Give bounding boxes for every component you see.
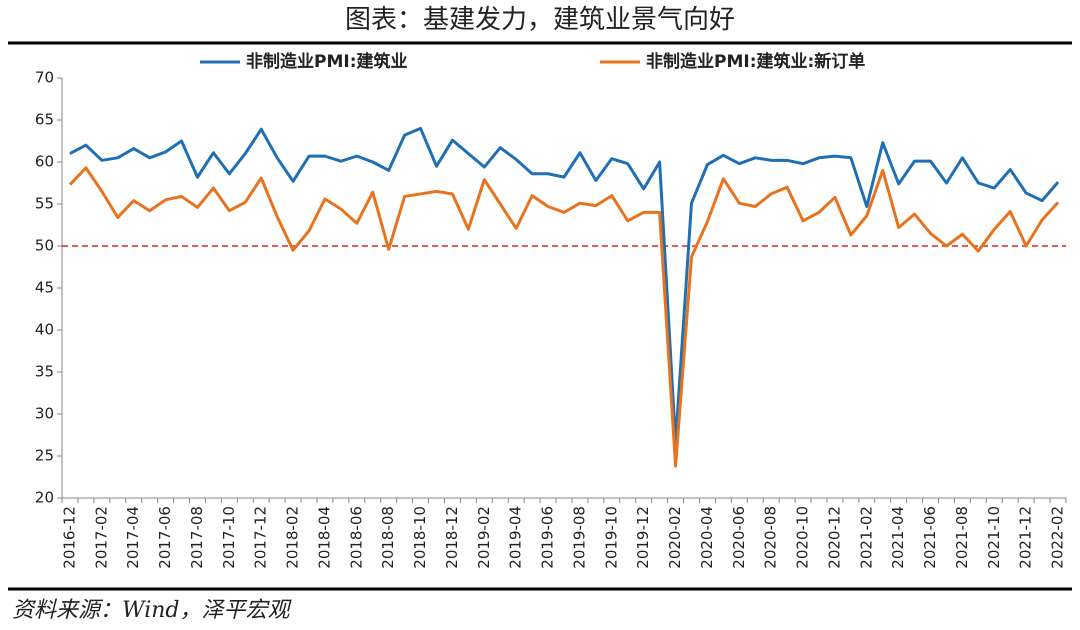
x-tick-label: 2021-04	[889, 506, 907, 569]
x-tick-label: 2019-06	[539, 506, 557, 569]
x-tick-label: 2018-02	[284, 506, 302, 569]
x-tick-label: 2017-06	[156, 506, 174, 569]
y-tick-label: 45	[35, 279, 54, 297]
x-tick-label: 2021-02	[857, 506, 875, 569]
x-tick-label: 2020-08	[762, 506, 780, 569]
x-tick-label: 2018-06	[347, 506, 365, 569]
y-tick-label: 50	[35, 237, 54, 255]
x-tick-label: 2018-08	[379, 506, 397, 569]
x-tick-label: 2021-12	[1017, 506, 1035, 569]
y-tick-label: 60	[35, 153, 54, 171]
x-tick-label: 2021-08	[953, 506, 971, 569]
chart-title: 图表：基建发力，建筑业景气向好	[345, 5, 735, 35]
x-tick-label: 2016-12	[60, 506, 78, 569]
x-tick-label: 2017-10	[220, 506, 238, 569]
x-tick-label: 2017-02	[92, 506, 110, 569]
x-tick-label: 2020-02	[666, 506, 684, 569]
y-tick-label: 40	[35, 321, 54, 339]
x-tick-label: 2019-12	[634, 506, 652, 569]
y-tick-label: 55	[35, 195, 54, 213]
y-tick-label: 65	[35, 111, 54, 129]
y-tick-label: 20	[35, 489, 54, 507]
x-tick-label: 2020-12	[825, 506, 843, 569]
legend-label: 非制造业PMI:建筑业	[246, 51, 408, 72]
x-tick-label: 2017-04	[124, 506, 142, 569]
y-tick-label: 30	[35, 405, 54, 423]
x-tick-label: 2022-02	[1049, 506, 1067, 569]
x-tick-label: 2018-12	[443, 506, 461, 569]
x-tick-label: 2020-04	[698, 506, 716, 569]
x-tick-label: 2021-06	[921, 506, 939, 569]
x-tick-label: 2018-10	[411, 506, 429, 569]
source: 资料来源：Wind，泽平宏观	[12, 598, 293, 623]
y-tick-label: 25	[35, 447, 54, 465]
x-tick-label: 2019-04	[507, 506, 525, 569]
series-line	[68, 166, 1060, 468]
x-tick-label: 2017-08	[188, 506, 206, 569]
x-tick-label: 2019-02	[475, 506, 493, 569]
y-tick-label: 35	[35, 363, 54, 381]
x-tick-label: 2018-04	[315, 506, 333, 569]
x-tick-label: 2021-10	[985, 506, 1003, 569]
y-tick-label: 70	[35, 69, 54, 87]
x-tick-label: 2020-06	[730, 506, 748, 569]
x-tick-label: 2017-12	[252, 506, 270, 569]
x-tick-label: 2020-10	[794, 506, 812, 569]
x-tick-label: 2019-08	[570, 506, 588, 569]
x-tick-label: 2019-10	[602, 506, 620, 569]
series-line	[69, 126, 1060, 445]
legend-label: 非制造业PMI:建筑业:新订单	[646, 51, 865, 72]
